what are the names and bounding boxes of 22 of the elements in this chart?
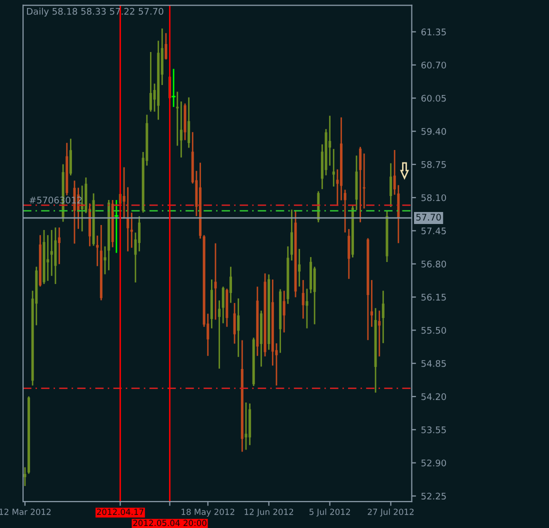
ref-line-label: 57.70 [416, 214, 441, 221]
x-tick-label: 2012.04.17 [96, 508, 144, 515]
y-tick-label: 55.50 [421, 326, 446, 334]
y-tick-label: 61.35 [421, 28, 446, 36]
y-tick-label: 60.70 [421, 62, 446, 69]
y-tick-label: 52.90 [421, 460, 446, 466]
y-tick-label: 59.40 [421, 128, 446, 135]
x-tick-label: 2012.05.04 20:00 [133, 520, 206, 526]
y-tick-label: 58.10 [421, 194, 446, 202]
y-tick-label: 58.75 [421, 161, 446, 168]
y-tick-label: 54.20 [421, 393, 446, 400]
x-tick-label: 27 Jul 2012 [368, 508, 414, 517]
x-tick-label: 18 May 2012 [182, 508, 234, 517]
y-tick-label: 57.45 [421, 228, 446, 234]
y-tick-label: 54.85 [421, 360, 446, 367]
x-tick-label: 5 Jul 2012 [310, 508, 350, 517]
y-tick-label: 52.25 [421, 492, 446, 500]
y-tick-label: 56.80 [421, 260, 446, 268]
y-tick-label: 56.15 [421, 294, 446, 301]
x-tick-label: 12 Jun 2012 [244, 508, 294, 517]
y-tick-label: 53.55 [421, 426, 446, 434]
y-tick-label: 60.05 [421, 94, 446, 102]
